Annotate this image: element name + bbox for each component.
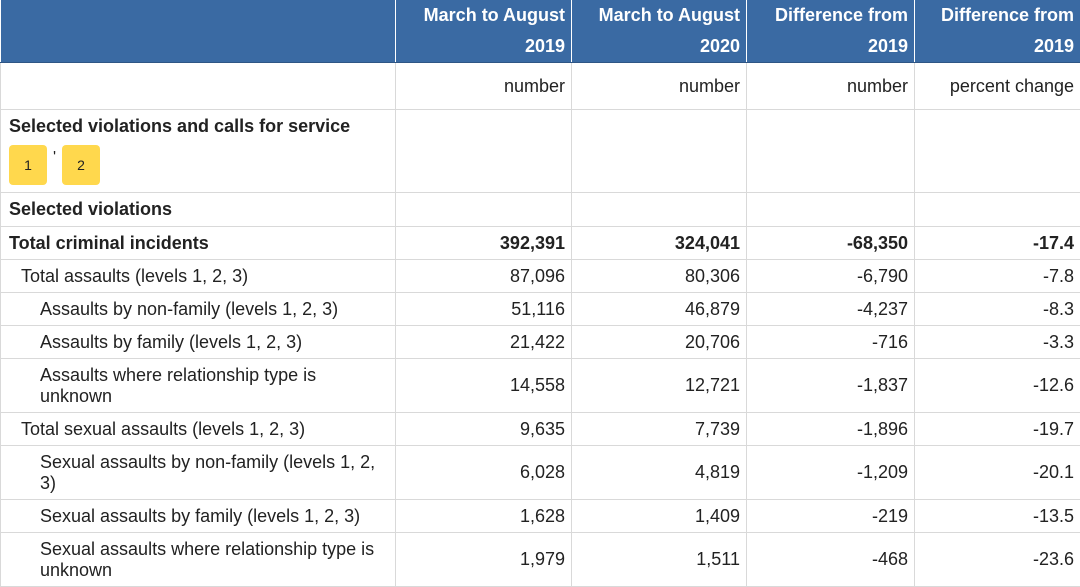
value-diff: -68,350 xyxy=(747,227,915,260)
header-empty xyxy=(1,0,396,63)
empty-cell xyxy=(396,193,572,227)
value-2020: 4,819 xyxy=(572,446,747,500)
value-diff: -1,209 xyxy=(747,446,915,500)
units-row: number number number percent change xyxy=(1,63,1080,110)
value-diff: -4,237 xyxy=(747,293,915,326)
empty-cell xyxy=(747,110,915,193)
table-row: Assaults by family (levels 1, 2, 3) 21,4… xyxy=(1,326,1080,359)
table-row: Assaults where relationship type is unkn… xyxy=(1,359,1080,413)
footnote-group: 1 ' 2 xyxy=(9,145,389,185)
row-label: Total criminal incidents xyxy=(1,227,396,260)
value-2020: 46,879 xyxy=(572,293,747,326)
value-2020: 20,706 xyxy=(572,326,747,359)
empty-cell xyxy=(396,110,572,193)
value-2019: 87,096 xyxy=(396,260,572,293)
value-pct: -8.3 xyxy=(915,293,1080,326)
value-2019: 392,391 xyxy=(396,227,572,260)
value-pct: -13.5 xyxy=(915,500,1080,533)
value-2020: 7,739 xyxy=(572,413,747,446)
table-row: Sexual assaults by non-family (levels 1,… xyxy=(1,446,1080,500)
value-2019: 21,422 xyxy=(396,326,572,359)
table-row: Total sexual assaults (levels 1, 2, 3) 9… xyxy=(1,413,1080,446)
row-label: Assaults where relationship type is unkn… xyxy=(1,359,396,413)
value-2019: 51,116 xyxy=(396,293,572,326)
footnote-2-link[interactable]: 2 xyxy=(62,145,100,185)
value-2019: 1,628 xyxy=(396,500,572,533)
section-cell: Selected violations and calls for servic… xyxy=(1,110,396,193)
value-2019: 9,635 xyxy=(396,413,572,446)
unit-cell: number xyxy=(572,63,747,110)
empty-cell xyxy=(747,193,915,227)
value-2020: 324,041 xyxy=(572,227,747,260)
table-row: Total assaults (levels 1, 2, 3) 87,096 8… xyxy=(1,260,1080,293)
empty-cell xyxy=(572,193,747,227)
table-row: Total criminal incidents 392,391 324,041… xyxy=(1,227,1080,260)
row-label: Sexual assaults by family (levels 1, 2, … xyxy=(1,500,396,533)
row-label: Assaults by non-family (levels 1, 2, 3) xyxy=(1,293,396,326)
value-pct: -23.6 xyxy=(915,533,1080,587)
unit-cell: percent change xyxy=(915,63,1080,110)
value-diff: -6,790 xyxy=(747,260,915,293)
value-diff: -219 xyxy=(747,500,915,533)
table-row: Sexual assaults by family (levels 1, 2, … xyxy=(1,500,1080,533)
row-label: Assaults by family (levels 1, 2, 3) xyxy=(1,326,396,359)
value-pct: -17.4 xyxy=(915,227,1080,260)
value-2019: 1,979 xyxy=(396,533,572,587)
value-pct: -19.7 xyxy=(915,413,1080,446)
value-pct: -20.1 xyxy=(915,446,1080,500)
footnote-1-link[interactable]: 1 xyxy=(9,145,47,185)
value-2019: 14,558 xyxy=(396,359,572,413)
unit-cell: number xyxy=(396,63,572,110)
value-diff: -468 xyxy=(747,533,915,587)
value-2020: 1,409 xyxy=(572,500,747,533)
unit-cell xyxy=(1,63,396,110)
row-label: Total assaults (levels 1, 2, 3) xyxy=(1,260,396,293)
subsection-row: Selected violations xyxy=(1,193,1080,227)
row-label: Sexual assaults where relationship type … xyxy=(1,533,396,587)
section-row: Selected violations and calls for servic… xyxy=(1,110,1080,193)
value-2019: 6,028 xyxy=(396,446,572,500)
subsection-title: Selected violations xyxy=(1,193,396,227)
section-title: Selected violations and calls for servic… xyxy=(9,116,389,137)
value-pct: -7.8 xyxy=(915,260,1080,293)
value-2020: 80,306 xyxy=(572,260,747,293)
value-pct: -12.6 xyxy=(915,359,1080,413)
value-2020: 1,511 xyxy=(572,533,747,587)
value-diff: -1,837 xyxy=(747,359,915,413)
empty-cell xyxy=(915,110,1080,193)
value-2020: 12,721 xyxy=(572,359,747,413)
value-diff: -716 xyxy=(747,326,915,359)
value-diff: -1,896 xyxy=(747,413,915,446)
empty-cell xyxy=(915,193,1080,227)
footnote-separator: ' xyxy=(53,150,56,166)
table-row: Assaults by non-family (levels 1, 2, 3) … xyxy=(1,293,1080,326)
unit-cell: number xyxy=(747,63,915,110)
empty-cell xyxy=(572,110,747,193)
table-row: Sexual assaults where relationship type … xyxy=(1,533,1080,587)
row-label: Total sexual assaults (levels 1, 2, 3) xyxy=(1,413,396,446)
row-label: Sexual assaults by non-family (levels 1,… xyxy=(1,446,396,500)
value-pct: -3.3 xyxy=(915,326,1080,359)
